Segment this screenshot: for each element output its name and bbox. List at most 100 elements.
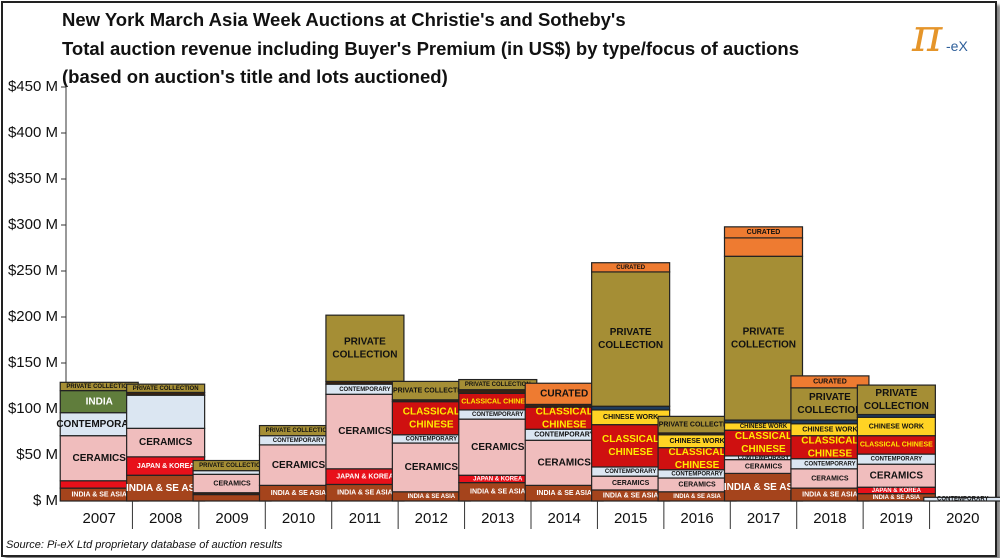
- bar-segment: [790, 375, 870, 389]
- bar-segment: [59, 435, 139, 482]
- x-tick-label: 2013: [481, 510, 514, 527]
- bar-segment: [923, 496, 1000, 502]
- y-tick-label: $250 M: [8, 262, 58, 279]
- bar-segment-label: CONTEMPORARY: [56, 419, 142, 430]
- y-tick-label: $150 M: [8, 354, 58, 371]
- bar-segment-label: CHINESE: [741, 444, 786, 455]
- bar-segment: [723, 226, 804, 239]
- x-tick-label: 2019: [880, 510, 913, 527]
- bar-segment-label: CHINESE WORK: [869, 423, 924, 430]
- bar-segment-label: PRIVATE COLLECTION: [465, 382, 531, 388]
- bar-segment: [126, 383, 206, 394]
- bar-segment-label: CONTEMPORARY: [472, 412, 523, 418]
- bar-segment-label: INDIA & SE ASIA: [71, 491, 127, 498]
- y-tick-label: $50 M: [16, 446, 58, 463]
- bar-segment-label: CLASSICAL: [536, 406, 593, 417]
- bar-segment-label: CONTEMPORARY: [871, 457, 922, 463]
- bar-segment-label: CLASSICAL: [403, 406, 460, 417]
- bar-segment-label: INDIA & SE ASIA: [873, 495, 921, 501]
- bar-segment-label: COLLECTION: [864, 401, 929, 412]
- bar-segment-label: CHINESE: [409, 419, 454, 430]
- bar-segment: [591, 262, 671, 273]
- bar-segment-label: CHINESE: [808, 448, 853, 459]
- bar-segment-label: CONTEMPORARY: [671, 471, 722, 477]
- y-tick-label: $350 M: [8, 170, 58, 187]
- bar-segment: [591, 271, 671, 407]
- bar-segment: [325, 393, 405, 470]
- bar-segment-label: CLASSICAL CHINESE: [461, 398, 534, 405]
- bar-segment-label: CONTEMPORARY: [738, 455, 789, 461]
- bar-segment-label: CERAMICS: [213, 480, 251, 487]
- chart-title-line-3: (based on auction's title and lots aucti…: [62, 66, 448, 87]
- bar-segment-label: CONTEMPORARY: [273, 438, 324, 444]
- bar-segment-label: CURATED: [616, 265, 646, 271]
- x-tick-label: 2014: [548, 510, 581, 527]
- bar-segment-label: CLASSICAL: [735, 431, 792, 442]
- bar-segment: [856, 384, 936, 416]
- bar-segment-label: PRIVATE: [875, 388, 917, 399]
- bar-segment-label: PRIVATE COLLECTION: [199, 463, 265, 469]
- bar-segment-label: PRIVATE COLLECTION: [659, 421, 736, 428]
- pi-logo-suffix: -eX: [946, 38, 968, 54]
- x-tick-label: 2010: [282, 510, 315, 527]
- bar-segment-label: CLASSICAL: [602, 434, 659, 445]
- bar-segment-label: COLLECTION: [598, 340, 663, 351]
- bar-segment-label: INDIA & SE ASIA: [536, 490, 592, 497]
- bar-segment: [325, 314, 405, 383]
- bar-segment-label: CHINESE WORK: [603, 414, 658, 421]
- bar-segment-label: INDIA & SE ASIA: [126, 483, 205, 494]
- x-tick-label: 2016: [680, 510, 713, 527]
- bar-segment: [126, 427, 206, 458]
- bar-segment: [391, 401, 471, 436]
- bar-segment-label: CERAMICS: [745, 463, 783, 470]
- bar-segment-label: CERAMICS: [272, 460, 326, 471]
- bar-segment-label: CONTEMPORARY: [406, 436, 457, 442]
- bar-segment-label: JAPAN & KOREA: [336, 473, 393, 480]
- bar-segment-label: COLLECTION: [797, 405, 862, 416]
- x-tick-label: 2011: [349, 510, 381, 527]
- bar-segment-label: CLASSICAL: [668, 447, 725, 458]
- bar-segment-label: CERAMICS: [612, 480, 650, 487]
- bar-segment-label: COLLECTION: [731, 339, 796, 350]
- bar-segment-label: CERAMICS: [338, 426, 392, 437]
- bar-segment-label: INDIA & SE ASIA: [673, 494, 721, 500]
- bar-segment-label: CHINESE: [542, 419, 587, 430]
- bar-segment-label: INDIA & SE ASIA: [724, 482, 803, 493]
- bar-segment-label: PRIVATE COLLECTION: [266, 428, 332, 434]
- y-tick-label: $400 M: [8, 124, 58, 141]
- bar-segment-label: CHINESE: [675, 460, 720, 471]
- bar-segment: [391, 442, 471, 493]
- bar-segment-label: COLLECTION: [332, 349, 397, 360]
- bar-segment-label: JAPAN & KOREA: [137, 463, 194, 470]
- bar-segment: [723, 255, 804, 421]
- x-tick-label: 2020: [946, 510, 979, 527]
- bar-segment-label: CURATED: [747, 229, 781, 236]
- bar-segment-label: CONTEMPORARY: [339, 387, 390, 393]
- bar-segment-label: CERAMICS: [405, 462, 459, 473]
- bar-segment-label: CERAMICS: [538, 457, 592, 468]
- bar-segment-label: CHINESE WORK: [802, 427, 857, 434]
- bar-segment-label: PRIVATE: [743, 326, 785, 337]
- bar-segment-label: CERAMICS: [73, 453, 127, 464]
- bar-segment: [126, 394, 206, 429]
- bar-segment-label: PRIVATE: [344, 336, 386, 347]
- x-tick-label: 2012: [415, 510, 448, 527]
- bar-segment-label: PRIVATE COLLECTION: [133, 386, 199, 392]
- bar-segment-label: JAPAN & KOREA: [872, 488, 922, 494]
- bar-segment-label: CURATED: [813, 379, 847, 386]
- source-note: Source: Pi-eX Ltd proprietary database o…: [6, 539, 283, 551]
- bar-segment-label: PRIVATE: [809, 392, 851, 403]
- bar-segment-label: INDIA & SE ASIA: [408, 494, 456, 500]
- bar-segment-label: CONTEMPORARY: [937, 497, 988, 503]
- y-tick-label: $200 M: [8, 308, 58, 325]
- bar-segment-label: JAPAN & KOREA: [473, 476, 523, 482]
- pi-ex-logo: π -eX: [912, 8, 992, 66]
- bar-segment-label: CONTEMPORARY: [534, 432, 594, 439]
- bar-segment-label: CHINESE WORK: [740, 424, 788, 430]
- bar-segment-label: PRIVATE COLLECTION: [393, 387, 470, 394]
- pi-logo-symbol: π: [912, 8, 943, 62]
- bar-segment-label: CERAMICS: [811, 475, 849, 482]
- chart-title-line-1: New York March Asia Week Auctions at Chr…: [62, 9, 626, 30]
- bar-segment-label: PRIVATE COLLECTION: [66, 384, 132, 390]
- x-tick-label: 2009: [215, 510, 248, 527]
